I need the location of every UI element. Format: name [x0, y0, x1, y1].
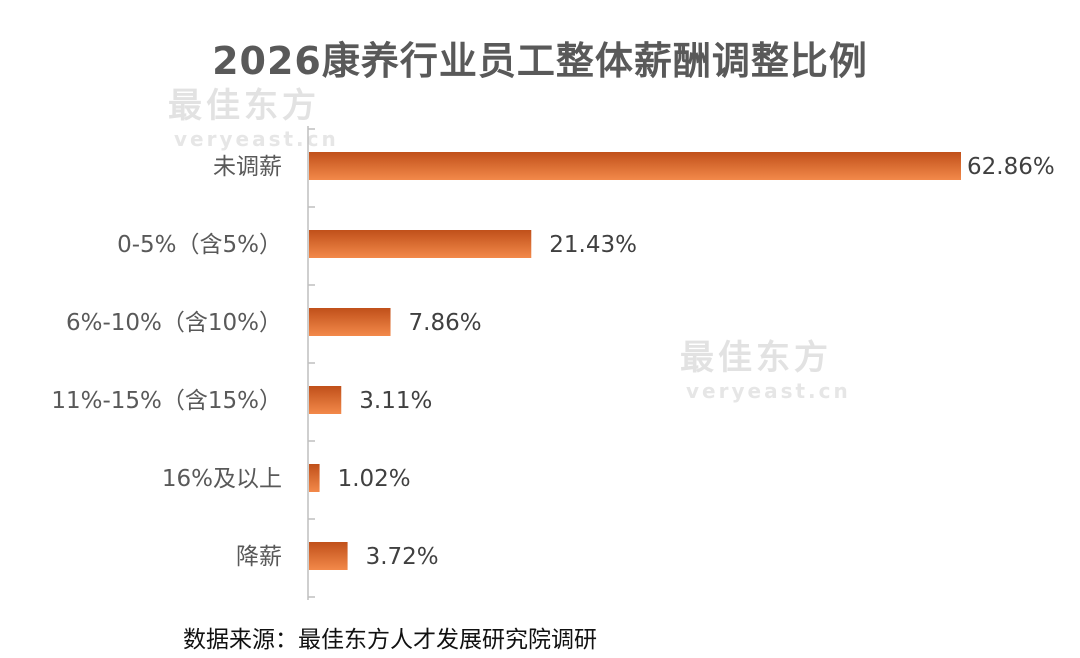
category-label: 未调薪: [213, 154, 282, 180]
data-label: 7.86%: [409, 310, 482, 336]
bar: [309, 230, 532, 258]
category-label: 11%-15%（含15%）: [51, 388, 282, 414]
bar: [309, 152, 961, 180]
bar: [309, 542, 348, 570]
data-label: 1.02%: [338, 466, 411, 492]
data-source-note: 数据来源：最佳东方人才发展研究院调研: [183, 627, 597, 653]
data-label: 3.72%: [366, 544, 439, 570]
data-label: 62.86%: [967, 154, 1055, 180]
data-label: 21.43%: [549, 232, 637, 258]
category-label: 降薪: [236, 544, 282, 570]
category-label: 6%-10%（含10%）: [66, 310, 282, 336]
bar: [309, 386, 342, 414]
category-label: 0-5%（含5%）: [117, 232, 282, 258]
bar: [309, 464, 320, 492]
data-label: 3.11%: [359, 388, 432, 414]
chart-title: 2026康养行业员工整体薪酬调整比例: [212, 39, 868, 83]
category-label: 16%及以上: [162, 466, 282, 492]
bar: [309, 308, 391, 336]
